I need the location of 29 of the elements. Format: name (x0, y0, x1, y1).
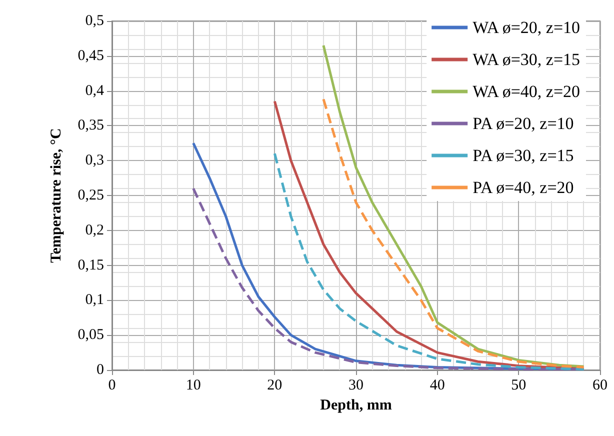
line-series (322, 98, 585, 368)
x-tick-label: 40 (430, 378, 445, 394)
x-tick-label: 20 (267, 378, 282, 394)
x-tick-label: 60 (592, 378, 608, 394)
y-tick-label: 0,05 (78, 327, 104, 344)
y-tick-label: 0,5 (85, 13, 104, 29)
y-tick-label: 0,3 (85, 152, 104, 169)
y-tick-label: 0,1 (85, 292, 104, 308)
legend-label: WA ø=30, z=15 (472, 50, 580, 69)
y-tick-label: 0,25 (78, 188, 104, 204)
y-tick-label: 0,45 (78, 48, 104, 64)
y-tick-label: 0,2 (85, 222, 104, 238)
x-tick-label: 10 (186, 378, 201, 394)
x-axis-title: Depth, mm (320, 398, 392, 414)
legend-label: PA ø=20, z=10 (472, 114, 574, 133)
y-tick-label: 0,35 (78, 118, 104, 134)
x-tick-label: 0 (108, 378, 116, 394)
legend-label: PA ø=40, z=20 (472, 178, 574, 197)
y-tick-label: 0,15 (78, 257, 104, 274)
x-tick-label: 30 (348, 378, 364, 394)
legend-label: WA ø=40, z=20 (472, 82, 580, 101)
y-tick-label: 0 (96, 362, 104, 378)
y-tick-label: 0,4 (85, 82, 104, 99)
line-series (273, 100, 585, 370)
x-tick-label: 50 (511, 378, 526, 394)
legend-label: PA ø=30, z=15 (472, 146, 574, 165)
legend-label: WA ø=20, z=10 (472, 18, 580, 37)
y-axis-title: Temperature rise, °C (48, 128, 64, 263)
line-series (322, 44, 585, 368)
